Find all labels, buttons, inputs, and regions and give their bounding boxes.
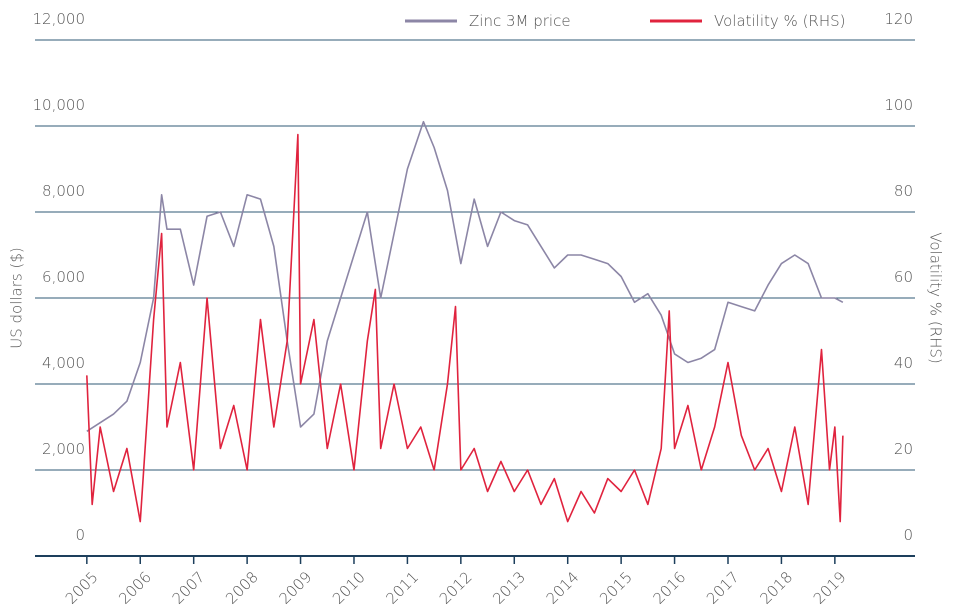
x-tick-label: 2010 xyxy=(329,568,369,608)
y-tick-label: 6,000 xyxy=(42,268,85,286)
x-tick-label: 2008 xyxy=(222,568,262,608)
y-tick-label: 0 xyxy=(75,526,85,544)
legend-label: Zinc 3M price xyxy=(469,12,571,30)
y2-axis-label: Volatility % (RHS) xyxy=(927,232,945,364)
y2-tick-label: 20 xyxy=(894,440,913,458)
series-line xyxy=(86,133,844,523)
x-tick-label: 2019 xyxy=(810,568,850,608)
y2-tick-label: 0 xyxy=(903,526,913,544)
y-axis-label: US dollars ($) xyxy=(8,247,26,349)
x-tick-label: 2006 xyxy=(115,568,155,608)
x-tick-label: 2013 xyxy=(489,568,529,608)
x-tick-label: 2018 xyxy=(756,568,796,608)
y-tick-label: 2,000 xyxy=(42,440,85,458)
x-tick-label: 2012 xyxy=(436,568,476,608)
x-tick-label: 2014 xyxy=(543,568,583,608)
x-tick-label: 2005 xyxy=(62,568,102,608)
y-tick-label: 10,000 xyxy=(33,96,86,114)
y2-tick-label: 60 xyxy=(894,268,913,286)
y-tick-label: 8,000 xyxy=(42,182,85,200)
y2-tick-label: 80 xyxy=(894,182,913,200)
x-tick-label: 2015 xyxy=(596,568,636,608)
x-tick-label: 2016 xyxy=(650,568,690,608)
x-tick-label: 2009 xyxy=(276,568,316,608)
y-tick-label: 12,000 xyxy=(33,10,86,28)
x-tick-label: 2017 xyxy=(703,568,743,608)
series-line xyxy=(86,120,844,432)
y2-tick-label: 40 xyxy=(894,354,913,372)
legend-label: Volatility % (RHS) xyxy=(714,12,846,30)
y2-tick-label: 100 xyxy=(884,96,913,114)
x-tick-label: 2011 xyxy=(382,568,422,608)
y2-tick-label: 120 xyxy=(884,10,913,28)
y-tick-label: 4,000 xyxy=(42,354,85,372)
x-tick-label: 2007 xyxy=(169,568,209,608)
